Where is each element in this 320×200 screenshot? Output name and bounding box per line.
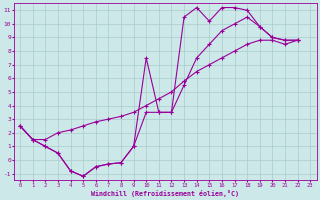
X-axis label: Windchill (Refroidissement éolien,°C): Windchill (Refroidissement éolien,°C) [91, 190, 239, 197]
